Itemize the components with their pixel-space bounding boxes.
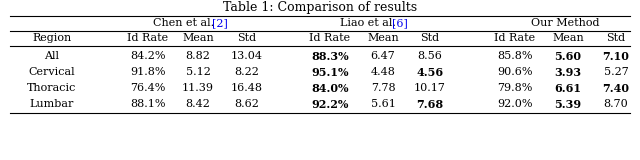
Text: 11.39: 11.39	[182, 83, 214, 93]
Text: 91.8%: 91.8%	[131, 67, 166, 77]
Text: 8.82: 8.82	[186, 51, 211, 61]
Text: Chen et al.: Chen et al.	[153, 18, 214, 28]
Text: Our Method: Our Method	[531, 18, 600, 28]
Text: 7.78: 7.78	[371, 83, 396, 93]
Text: Id Rate: Id Rate	[309, 33, 351, 43]
Text: Id Rate: Id Rate	[127, 33, 168, 43]
Text: 90.6%: 90.6%	[497, 67, 532, 77]
Text: 5.39: 5.39	[554, 99, 582, 109]
Text: 5.12: 5.12	[186, 67, 211, 77]
Text: 84.0%: 84.0%	[311, 83, 349, 93]
Text: 92.2%: 92.2%	[311, 99, 349, 109]
Text: Cervical: Cervical	[29, 67, 76, 77]
Text: Lumbar: Lumbar	[30, 99, 74, 109]
Text: 10.17: 10.17	[414, 83, 446, 93]
Text: 5.60: 5.60	[554, 51, 582, 61]
Text: 79.8%: 79.8%	[497, 83, 532, 93]
Text: 8.22: 8.22	[235, 67, 259, 77]
Text: 13.04: 13.04	[231, 51, 263, 61]
Text: 16.48: 16.48	[231, 83, 263, 93]
Text: [6]: [6]	[392, 18, 408, 28]
Text: 92.0%: 92.0%	[497, 99, 532, 109]
Text: 85.8%: 85.8%	[497, 51, 532, 61]
Text: All: All	[45, 51, 60, 61]
Text: 6.61: 6.61	[554, 83, 582, 93]
Text: Std: Std	[607, 33, 625, 43]
Text: 88.1%: 88.1%	[131, 99, 166, 109]
Text: 7.10: 7.10	[603, 51, 629, 61]
Text: Std: Std	[237, 33, 257, 43]
Text: Mean: Mean	[552, 33, 584, 43]
Text: Std: Std	[420, 33, 440, 43]
Text: 3.93: 3.93	[554, 67, 582, 77]
Text: 84.2%: 84.2%	[131, 51, 166, 61]
Text: 88.3%: 88.3%	[311, 51, 349, 61]
Text: Region: Region	[33, 33, 72, 43]
Text: [2]: [2]	[212, 18, 227, 28]
Text: 5.27: 5.27	[604, 67, 628, 77]
Text: 4.56: 4.56	[417, 67, 444, 77]
Text: Mean: Mean	[182, 33, 214, 43]
Text: 7.68: 7.68	[417, 99, 444, 109]
Text: 8.62: 8.62	[235, 99, 259, 109]
Text: Mean: Mean	[367, 33, 399, 43]
Text: 6.47: 6.47	[371, 51, 396, 61]
Text: Thoracic: Thoracic	[28, 83, 77, 93]
Text: 95.1%: 95.1%	[311, 67, 349, 77]
Text: Table 1: Comparison of results: Table 1: Comparison of results	[223, 1, 417, 15]
Text: 8.70: 8.70	[604, 99, 628, 109]
Text: 5.61: 5.61	[371, 99, 396, 109]
Text: Id Rate: Id Rate	[495, 33, 536, 43]
Text: Liao et al.: Liao et al.	[340, 18, 396, 28]
Text: 8.56: 8.56	[417, 51, 442, 61]
Text: 8.42: 8.42	[186, 99, 211, 109]
Text: 7.40: 7.40	[602, 83, 630, 93]
Text: 4.48: 4.48	[371, 67, 396, 77]
Text: 76.4%: 76.4%	[131, 83, 166, 93]
